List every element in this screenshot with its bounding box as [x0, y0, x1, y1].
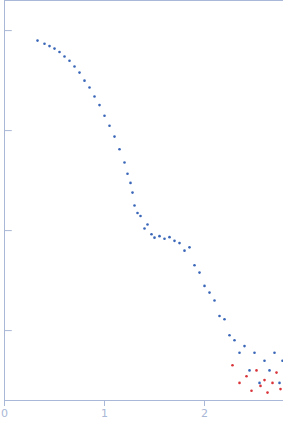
svg-text:2: 2 — [201, 407, 208, 420]
svg-text:0: 0 — [1, 407, 8, 420]
svg-text:1: 1 — [101, 407, 108, 420]
